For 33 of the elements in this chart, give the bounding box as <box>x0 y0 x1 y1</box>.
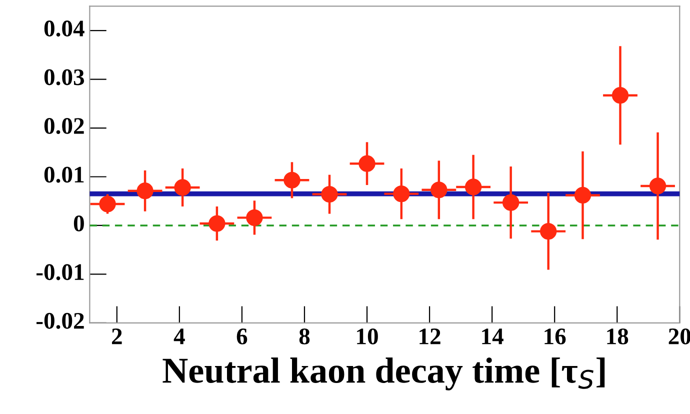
x-tick-label: 4 <box>174 328 185 344</box>
y-tick-label: 0 <box>74 215 84 232</box>
y-tick-label: 0.01 <box>44 166 84 183</box>
x-axis-title: Neutral kaon decay time [τ$_{S}$] <box>162 358 605 390</box>
point <box>208 215 226 232</box>
y-tick-label: 0.02 <box>44 118 84 134</box>
point <box>246 209 263 226</box>
y-tick-label: -0.02 <box>36 312 84 329</box>
point <box>321 186 338 203</box>
point <box>649 178 666 194</box>
x-tick-label: 14 <box>482 328 504 344</box>
point <box>464 178 482 196</box>
point <box>174 179 191 196</box>
point <box>612 87 629 104</box>
point <box>99 196 116 212</box>
x-tick-label: 18 <box>607 328 628 344</box>
x-tick-label: 12 <box>420 328 440 344</box>
point <box>358 155 376 172</box>
x-tick-label: 10 <box>357 328 378 344</box>
y-tick-label: 0.03 <box>44 69 84 86</box>
point <box>430 182 448 198</box>
point <box>540 222 557 240</box>
x-tick-label: 8 <box>299 328 310 344</box>
point <box>574 186 592 204</box>
point <box>393 185 410 202</box>
y-tick-label: -0.01 <box>36 264 84 280</box>
y-tick-label: 0.04 <box>44 20 84 37</box>
point <box>284 172 300 188</box>
x-tick-label: 6 <box>236 328 248 344</box>
x-tick-label: 2 <box>112 328 122 344</box>
x-tick-label: 16 <box>544 328 566 344</box>
point <box>136 182 154 200</box>
point <box>502 194 520 211</box>
